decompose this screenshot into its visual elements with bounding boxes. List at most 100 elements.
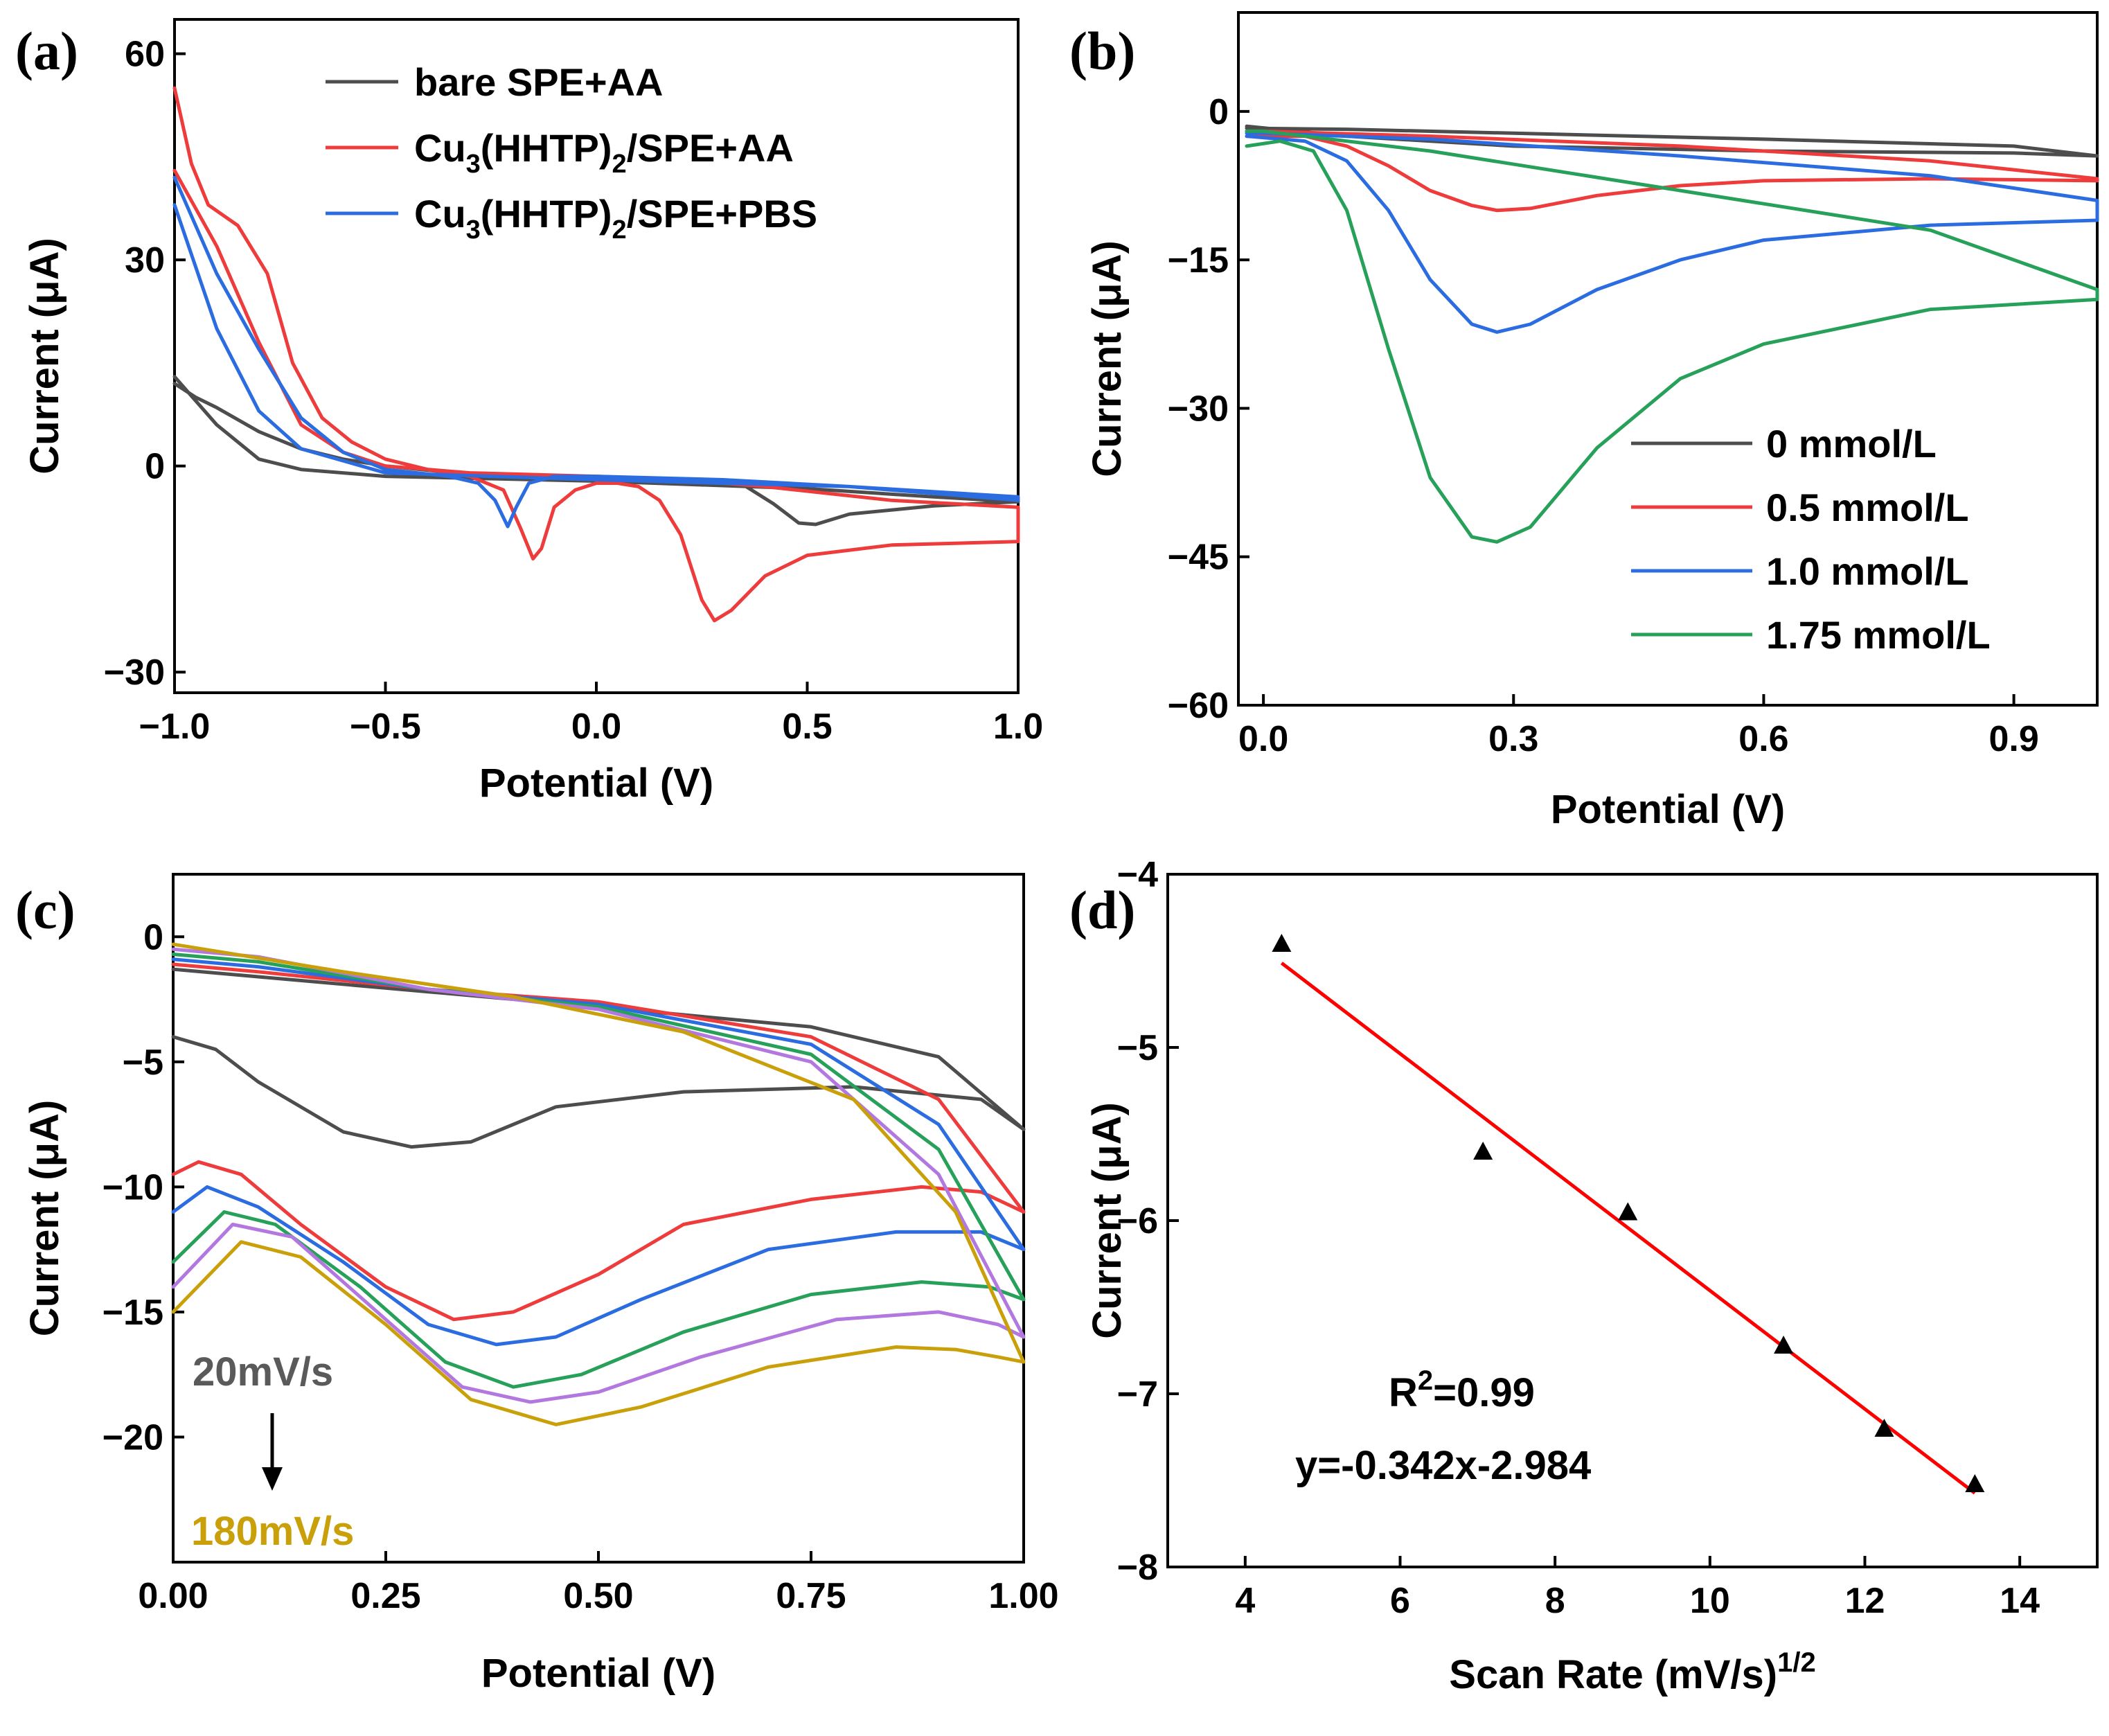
panel-d: 4 6 8 10 12 14 −4 −5 −6 −7 −8 Scan Rate (mV/s)1/2 Cu…	[1069, 855, 2099, 1697]
plot-frame	[1237, 11, 2099, 707]
x-tick-label: 0.3	[1488, 719, 1538, 759]
legend-label: 0.5 mmol/L	[1766, 486, 1969, 529]
x-axis-label: Potential (V)	[479, 761, 713, 806]
panel-a: −1.0 −0.5 0.0 0.5 1.0 −30 0 30 60 Potential (V) Cu…	[15, 18, 1043, 806]
plot-frame	[173, 18, 1020, 694]
annotation-end: 180mV/s	[191, 1509, 354, 1554]
legend: 0 mmol/L 0.5 mmol/L 1.0 mmol/L 1.75 mmol/L	[1631, 422, 1991, 657]
series-line	[1245, 129, 2099, 213]
data-point	[1965, 1474, 1985, 1492]
x-tick-label: −1.0	[139, 707, 211, 747]
label-part: Cu	[414, 192, 466, 236]
y-tick-label: −15	[103, 1293, 163, 1333]
legend-label: 0 mmol/L	[1766, 422, 1937, 466]
y-axis-label: Current (μA)	[22, 238, 67, 475]
fit-line	[1280, 962, 1976, 1495]
label-part: (HHTP)	[481, 192, 612, 236]
r-squared-value: =0.99	[1433, 1370, 1535, 1415]
y-axis-label: Current (μA)	[22, 1100, 67, 1337]
y-tick-label: 0	[143, 917, 163, 957]
x-tick-label: 0.0	[571, 707, 621, 747]
data-point	[1618, 1202, 1638, 1221]
r-squared-label: R2=0.99	[1389, 1365, 1535, 1415]
y-tick-label: 0	[1209, 92, 1229, 132]
label-subscript: 3	[466, 215, 481, 245]
fit-equation: y=-0.342x-2.984	[1295, 1443, 1591, 1488]
series-line	[1245, 124, 2099, 158]
series-line	[171, 942, 1026, 1426]
label-subscript: 2	[612, 150, 627, 179]
label-part: Cu	[414, 126, 466, 170]
x-axis-label: Scan Rate (mV/s)1/2	[1449, 1647, 1815, 1697]
r-squared-base: R	[1389, 1370, 1418, 1415]
y-tick-label: −30	[104, 653, 165, 693]
x-tick-label: 0.00	[138, 1576, 208, 1616]
legend-label: bare SPE+AA	[414, 60, 664, 104]
legend-label: 1.0 mmol/L	[1766, 549, 1969, 593]
data-point	[1473, 1142, 1493, 1160]
y-tick-label: −20	[103, 1417, 163, 1458]
legend-label: Cu3(HHTP)2/SPE+AA	[414, 126, 794, 179]
arrow-head	[262, 1467, 283, 1491]
panel-label: (a)	[15, 21, 78, 81]
x-tick-label: 0.9	[1988, 719, 2038, 759]
series-line	[172, 175, 1020, 529]
x-axis-label: Potential (V)	[481, 1651, 715, 1696]
x-tick-label: 0.50	[563, 1576, 633, 1616]
label-part: /SPE+AA	[627, 126, 794, 170]
series-line	[171, 967, 1026, 1149]
x-tick-label: 12	[1845, 1581, 1885, 1621]
label-subscript: 3	[466, 150, 481, 179]
x-tick-label: 1.0	[993, 707, 1043, 747]
x-tick-label: 0.5	[782, 707, 832, 747]
y-tick-label: 0	[145, 447, 165, 487]
y-axis-label: Current (μA)	[1085, 1102, 1130, 1339]
panel-c: 0.00 0.25 0.50 0.75 1.00 0 −5 −10 −15 −20 Potentia…	[15, 873, 1059, 1696]
x-tick-label: 6	[1390, 1581, 1410, 1621]
y-axis-label: Current (μA)	[1085, 240, 1130, 477]
y-tick-label: −7	[1117, 1374, 1158, 1415]
y-tick-label: −8	[1117, 1548, 1158, 1588]
legend: bare SPE+AACu3(HHTP)2/SPE+AACu3(HHTP)2/S…	[326, 60, 817, 245]
x-tick-label: −0.5	[350, 707, 421, 747]
r-squared-superscript: 2	[1418, 1365, 1433, 1396]
x-tick-label: 0.75	[776, 1576, 846, 1616]
y-tick-label: −5	[1117, 1028, 1158, 1068]
x-tick-label: 4	[1235, 1581, 1255, 1621]
label-subscript: 2	[612, 215, 627, 245]
label-part: /SPE+PBS	[627, 192, 817, 236]
data-point	[1874, 1419, 1894, 1437]
y-tick-label: −30	[1168, 389, 1229, 429]
series-line	[171, 962, 1026, 1322]
x-tick-label: 14	[2000, 1581, 2040, 1621]
data-point	[1774, 1336, 1794, 1354]
panel-b: 0.0 0.3 0.6 0.9 0 −15 −30 −45 −60 Potential (V) Cu…	[1069, 11, 2099, 832]
x-tick-label: 0.0	[1238, 719, 1288, 759]
series-line	[171, 947, 1026, 1404]
y-tick-label: −6	[1117, 1201, 1158, 1241]
x-tick-label: 0.6	[1738, 719, 1788, 759]
legend-label: 1.75 mmol/L	[1766, 613, 1991, 657]
panel-label: (b)	[1069, 21, 1135, 81]
x-axis-label: Potential (V)	[1551, 787, 1785, 832]
y-tick-label: 30	[125, 240, 165, 281]
series-line	[1245, 129, 2099, 544]
y-tick-label: −5	[123, 1043, 163, 1083]
x-tick-label: 8	[1545, 1581, 1565, 1621]
x-tick-label: 1.00	[988, 1576, 1058, 1616]
x-axis-label-base: Scan Rate (mV/s)	[1449, 1652, 1777, 1697]
y-tick-label: −10	[103, 1167, 163, 1207]
y-tick-label: −45	[1168, 538, 1229, 578]
data-point	[1272, 934, 1292, 952]
panel-label: (d)	[1069, 880, 1135, 940]
x-tick-label: 0.25	[350, 1576, 420, 1616]
x-tick-label: 10	[1690, 1581, 1730, 1621]
legend-label: Cu3(HHTP)2/SPE+PBS	[414, 192, 817, 245]
panel-label: (c)	[15, 880, 75, 940]
y-tick-label: −15	[1168, 240, 1229, 281]
x-axis-label-superscript: 1/2	[1777, 1647, 1816, 1678]
series-line	[171, 953, 1026, 1389]
label-part: (HHTP)	[481, 126, 612, 170]
y-tick-label: −4	[1117, 855, 1158, 895]
